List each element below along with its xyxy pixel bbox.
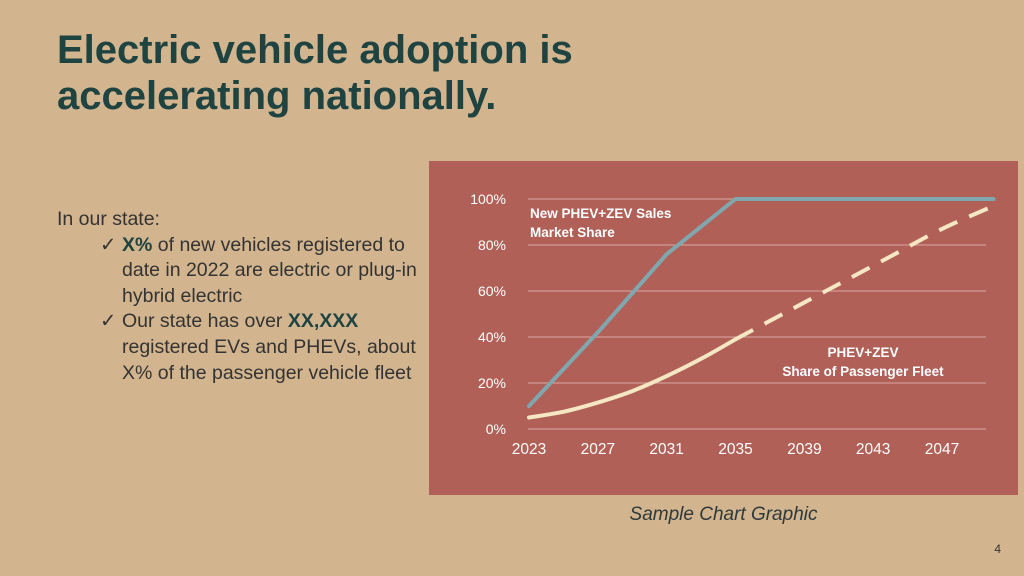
y-tick-label: 40% xyxy=(478,329,506,345)
x-tick-label: 2047 xyxy=(925,441,959,458)
intro-text: In our state: xyxy=(57,208,160,230)
bullet-list: ✓ X% of new vehicles registered to date … xyxy=(57,233,427,387)
y-tick-label: 100% xyxy=(470,191,506,207)
sales-series-label-line: Market Share xyxy=(530,225,615,240)
y-tick-label: 0% xyxy=(486,421,506,437)
fleet-series-label-line: PHEV+ZEV xyxy=(828,345,899,360)
x-tick-label: 2043 xyxy=(856,441,890,458)
state-facts: In our state: ✓ X% of new vehicles regis… xyxy=(57,207,427,386)
bullet1-text: of new vehicles registered to date in 20… xyxy=(122,233,417,307)
x-tick-label: 2027 xyxy=(581,441,615,458)
chart-caption: Sample Chart Graphic xyxy=(629,504,818,525)
x-tick-label: 2023 xyxy=(512,441,546,458)
bullet-new-vehicles: ✓ X% of new vehicles registered to date … xyxy=(100,233,427,310)
series-sales-market-share-line xyxy=(527,197,996,408)
fleet-series-label: PHEV+ZEV Share of Passenger Fleet xyxy=(782,345,944,379)
fleet-series-label-line: Share of Passenger Fleet xyxy=(782,364,944,379)
y-tick-label: 80% xyxy=(478,237,506,253)
bullet2-text: registered EVs and PHEVs, about X% of th… xyxy=(122,335,416,384)
adoption-line-chart: 0% 20% 40% 60% 80% 100% 2023 2027 2031 2035 2039 20… xyxy=(470,191,996,458)
y-tick-label: 20% xyxy=(478,375,506,391)
page-number: 4 xyxy=(994,542,1001,556)
chart-panel: 0% 20% 40% 60% 80% 100% 2023 2027 2031 2035 2039 20… xyxy=(429,161,1018,495)
x-tick-label: 2039 xyxy=(787,441,821,458)
x-tick-label: 2031 xyxy=(649,441,683,458)
x-tick-label: 2035 xyxy=(718,441,752,458)
bullet-registered-evs: ✓ Our state has over XX,XXX registered E… xyxy=(100,309,427,386)
series-fleet-share-solid-line xyxy=(527,337,738,420)
sales-series-label-line: New PHEV+ZEV Sales xyxy=(530,206,671,221)
bullet2-bold: XX,XXX xyxy=(287,310,359,333)
series-fleet-share-dashed-line xyxy=(734,204,995,342)
checkmark-icon: ✓ xyxy=(100,233,117,256)
slide-title: Electric vehicle adoption is acceleratin… xyxy=(57,28,573,118)
bullet1-bold: X% xyxy=(122,233,153,256)
y-tick-label: 60% xyxy=(478,283,506,299)
sales-series-label: New PHEV+ZEV Sales Market Share xyxy=(530,206,671,240)
bullet2-pre: Our state has over xyxy=(122,310,288,333)
checkmark-icon: ✓ xyxy=(100,310,117,333)
